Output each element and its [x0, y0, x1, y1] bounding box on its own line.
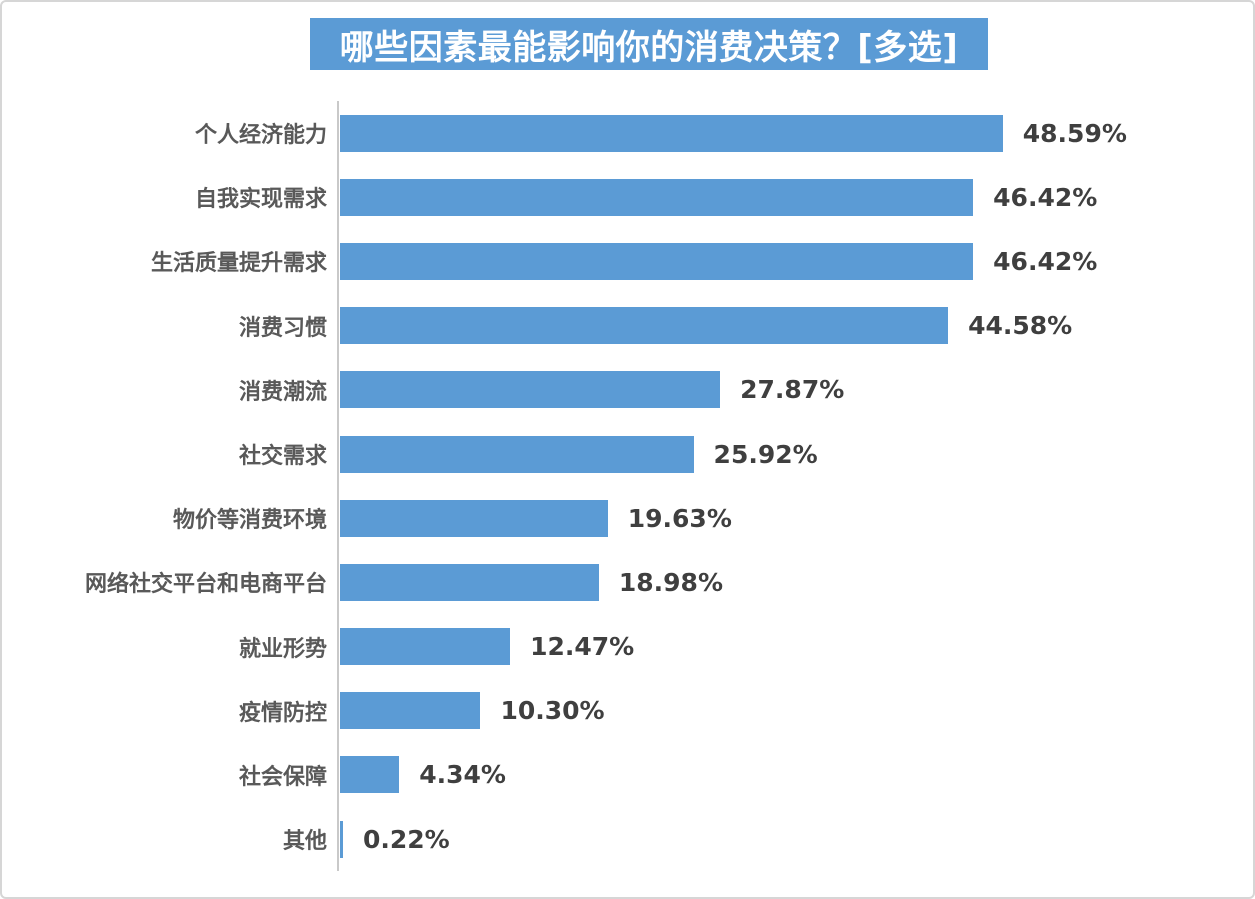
value-label: 4.34% — [419, 760, 506, 790]
bar — [340, 820, 343, 858]
value-label: 27.87% — [740, 375, 845, 405]
category-label: 生活质量提升需求 — [150, 251, 327, 277]
value-label: 48.59% — [1022, 118, 1127, 148]
bar-row: 网络社交平台和电商平台 18.98% — [2, 550, 1253, 614]
bar-row: 社会保障 4.34% — [2, 743, 1253, 807]
y-axis-line — [337, 101, 339, 871]
value-label: 19.63% — [627, 503, 732, 533]
category-label: 物价等消费环境 — [172, 508, 327, 534]
chart-title-banner: 哪些因素最能影响你的消费决策？[多选] — [310, 18, 988, 70]
bar-row: 消费习惯 44.58% — [2, 294, 1253, 358]
category-label: 自我实现需求 — [194, 187, 327, 213]
bar-cell: 48.59% — [340, 114, 1253, 152]
category-label: 社会保障 — [238, 764, 327, 790]
bar-cell: 46.42% — [340, 178, 1253, 216]
bar-cell: 44.58% — [340, 307, 1253, 345]
category-label: 就业形势 — [238, 636, 327, 662]
value-label: 18.98% — [618, 567, 724, 597]
bar — [340, 435, 694, 473]
bar-row: 社交需求 25.92% — [2, 422, 1253, 486]
bar — [340, 114, 1003, 152]
bar-cell: 19.63% — [340, 499, 1253, 537]
bar-cell: 25.92% — [340, 435, 1253, 473]
bar-row: 自我实现需求 46.42% — [2, 165, 1253, 229]
bar — [340, 307, 949, 345]
bar-cell: 12.47% — [340, 628, 1253, 666]
category-label: 社交需求 — [238, 444, 327, 470]
bar-cell: 46.42% — [340, 242, 1253, 280]
bar-cell: 4.34% — [340, 756, 1253, 794]
bar-row: 疫情防控 10.30% — [2, 679, 1253, 743]
bar-row: 个人经济能力 48.59% — [2, 101, 1253, 165]
bar — [340, 692, 481, 730]
category-label: 消费习惯 — [238, 315, 327, 341]
bar-row: 物价等消费环境 19.63% — [2, 486, 1253, 550]
bar — [340, 178, 974, 216]
value-label: 44.58% — [968, 311, 1073, 341]
value-label: 46.42% — [993, 182, 1098, 212]
category-label: 网络社交平台和电商平台 — [84, 572, 327, 598]
bar — [340, 563, 599, 601]
chart-title: 哪些因素最能影响你的消费决策？[多选] — [339, 27, 959, 68]
bar-row: 消费潮流 27.87% — [2, 358, 1253, 422]
value-label: 25.92% — [713, 439, 818, 469]
bar-row: 生活质量提升需求 46.42% — [2, 229, 1253, 293]
bar-cell: 10.30% — [340, 692, 1253, 730]
bar — [340, 499, 608, 537]
bar-cell: 18.98% — [340, 563, 1253, 601]
bar — [340, 371, 721, 409]
bar-row: 其他 0.22% — [2, 807, 1253, 871]
category-label: 消费潮流 — [238, 379, 327, 405]
bar-row: 就业形势 12.47% — [2, 615, 1253, 679]
bar — [340, 242, 974, 280]
value-label: 46.42% — [993, 246, 1098, 276]
category-label: 疫情防控 — [238, 700, 327, 726]
bar-cell: 0.22% — [340, 820, 1253, 858]
category-label: 其他 — [282, 829, 327, 855]
bar-chart-plot-area: 个人经济能力 48.59% 自我实现需求 46.42% 生活质量提升需求 46.42% 消费… — [2, 101, 1253, 871]
bar-cell: 27.87% — [340, 371, 1253, 409]
value-label: 12.47% — [530, 632, 635, 662]
category-label: 个人经济能力 — [194, 123, 327, 149]
value-label: 0.22% — [363, 824, 450, 854]
value-label: 10.30% — [500, 696, 605, 726]
bar — [340, 756, 400, 794]
bar — [340, 628, 511, 666]
